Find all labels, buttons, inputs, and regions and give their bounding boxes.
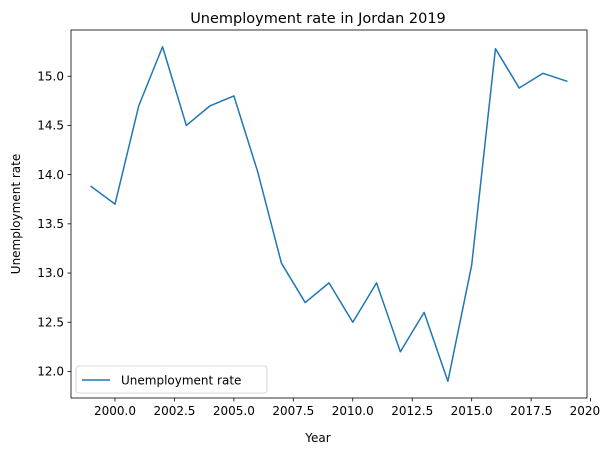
legend: Unemployment rate xyxy=(75,365,268,394)
x-tick-label: 2017.5 xyxy=(510,404,552,418)
series-line-unemployment-rate xyxy=(90,45,568,383)
x-tick-label: 2010.0 xyxy=(332,404,374,418)
x-tick-label: 2012.5 xyxy=(391,404,433,418)
legend-label: Unemployment rate xyxy=(121,374,241,388)
legend-box xyxy=(75,365,268,394)
x-tick-label: 2005.0 xyxy=(213,404,255,418)
axes-frame xyxy=(70,29,588,399)
x-tick-label: 2000.0 xyxy=(94,404,136,418)
y-tick-label: 14.0 xyxy=(37,168,64,182)
y-tick-label: 13.0 xyxy=(37,266,64,280)
x-tick-label: 2002.5 xyxy=(153,404,195,418)
y-tick-label: 12.5 xyxy=(37,315,64,329)
chart-title: Unemployment rate in Jordan 2019 xyxy=(190,11,446,27)
x-tick-label: 2007.5 xyxy=(272,404,314,418)
y-tick-label: 14.5 xyxy=(37,119,64,133)
y-axis-ticks: 12.0 12.5 13.0 13.5 14.0 14.5 15.0 xyxy=(37,69,71,379)
x-tick-label: 2020.0 xyxy=(570,404,600,418)
y-tick-label: 12.0 xyxy=(37,365,64,379)
x-tick-label: 2015.0 xyxy=(451,404,493,418)
y-axis-label: Unemployment rate xyxy=(9,154,23,274)
y-tick-label: 15.0 xyxy=(37,69,64,83)
x-axis-label: Year xyxy=(304,431,330,445)
x-axis-ticks: 2000.0 2002.5 2005.0 2007.5 2010.0 2012.5 2015… xyxy=(94,398,600,418)
y-tick-label: 13.5 xyxy=(37,217,64,231)
